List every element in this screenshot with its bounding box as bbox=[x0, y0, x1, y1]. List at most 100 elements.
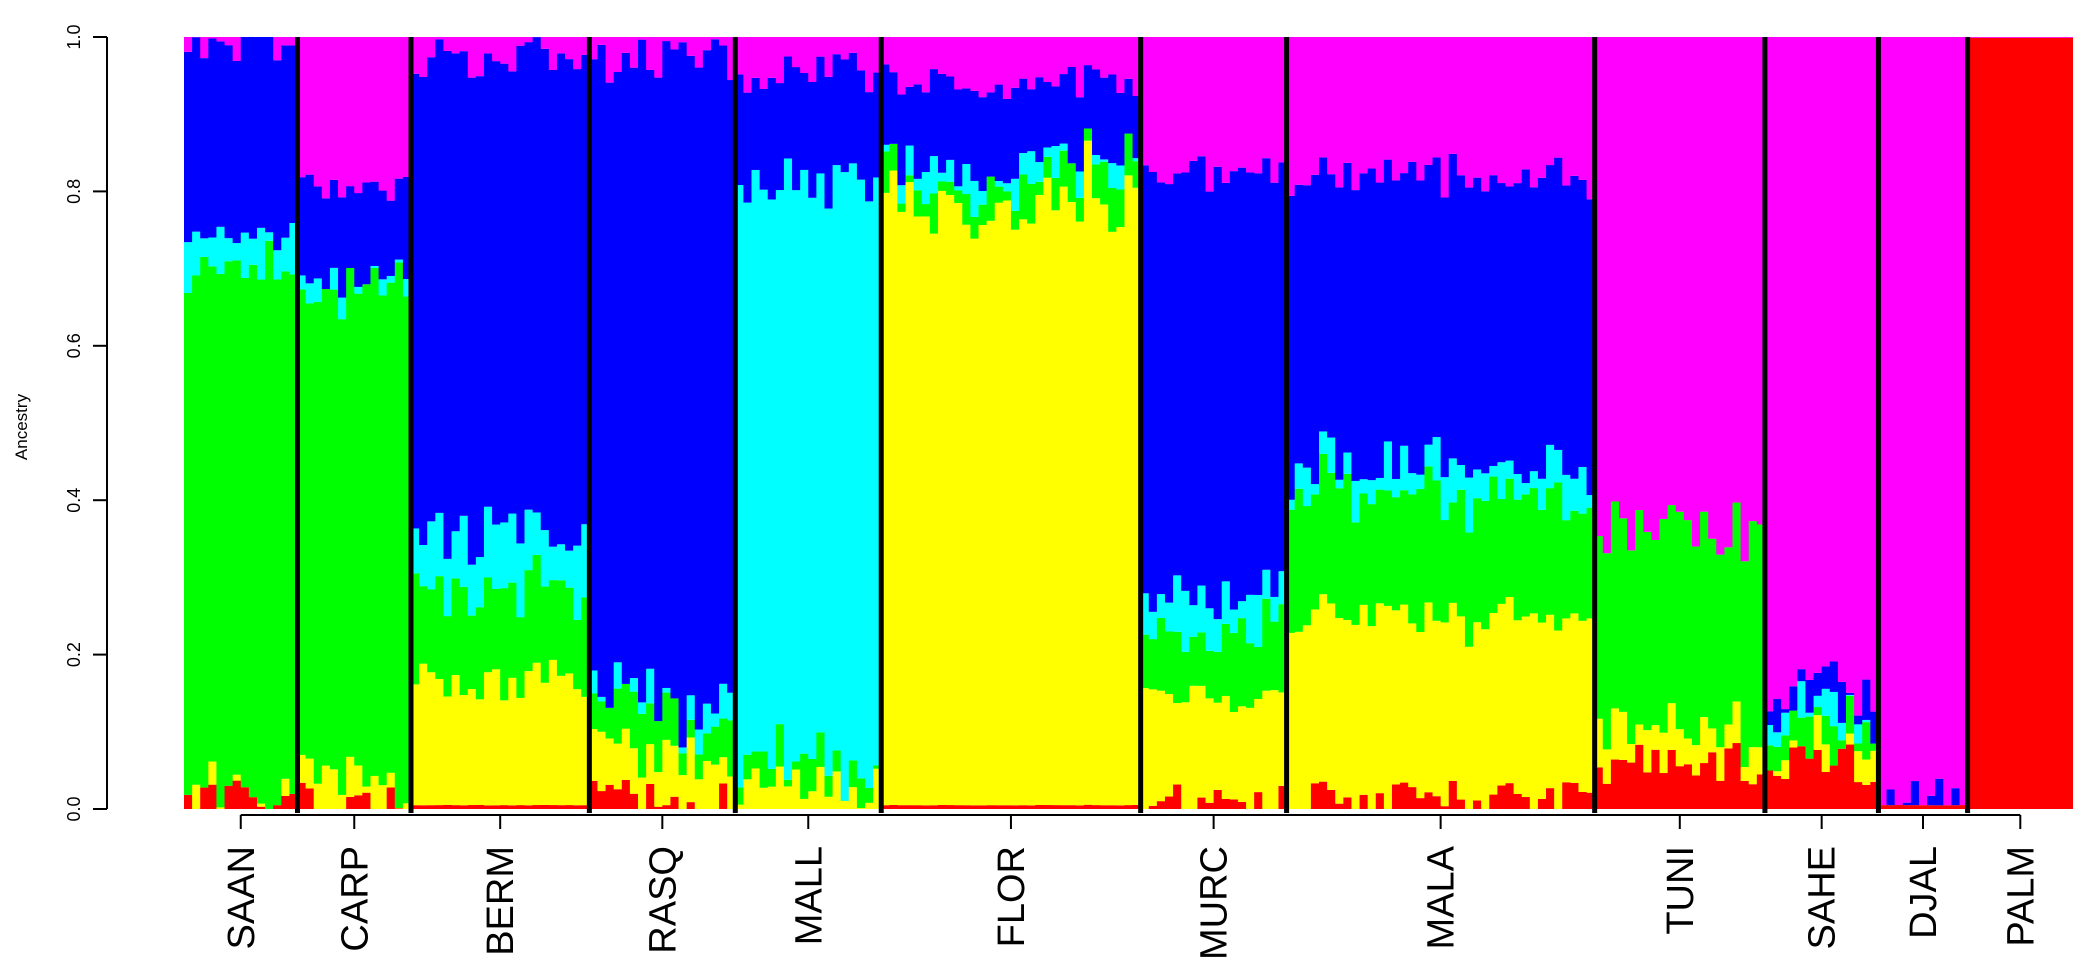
bar-segment-yellow bbox=[1319, 594, 1328, 782]
bar-segment-magenta bbox=[1181, 37, 1190, 173]
bar-segment-red bbox=[1173, 784, 1182, 809]
bar-segment-green bbox=[654, 721, 663, 773]
bar-segment-green bbox=[305, 303, 315, 759]
bar-segment-magenta bbox=[1546, 37, 1555, 166]
bar-segment-red bbox=[1108, 805, 1117, 809]
bar-segment-yellow bbox=[613, 743, 623, 790]
bar-segment-magenta bbox=[767, 37, 777, 78]
bar-segment-yellow bbox=[1310, 609, 1320, 784]
bar-segment-magenta bbox=[1319, 37, 1328, 158]
bar-segment-green bbox=[1481, 500, 1490, 630]
bar-segment-red bbox=[273, 805, 282, 809]
bar-segment-cyan bbox=[1173, 575, 1182, 632]
bar-segment-cyan bbox=[556, 544, 566, 581]
bar-segment-yellow bbox=[1197, 685, 1207, 798]
bar-segment-green bbox=[1197, 632, 1207, 686]
bar-segment-magenta bbox=[492, 37, 501, 62]
bar-segment-yellow bbox=[1627, 743, 1636, 763]
bar-segment-cyan bbox=[240, 232, 250, 278]
bar-segment-red bbox=[1456, 799, 1466, 809]
bar-segment-magenta bbox=[1067, 37, 1077, 68]
bar-segment-magenta bbox=[451, 37, 461, 54]
bar-segment-red bbox=[1951, 805, 1961, 809]
bar-segment-cyan bbox=[386, 275, 396, 283]
bar-segment-yellow bbox=[1181, 702, 1190, 809]
bar-segment-magenta bbox=[1148, 37, 1158, 173]
bar-segment-cyan bbox=[1821, 688, 1831, 716]
bar-segment-red bbox=[248, 797, 258, 809]
bar-segment-yellow bbox=[840, 800, 850, 809]
bar-segment-magenta bbox=[581, 37, 590, 55]
bar-segment-yellow bbox=[313, 783, 323, 809]
bar-segment-green bbox=[856, 778, 866, 809]
bar-segment-red bbox=[970, 805, 980, 809]
bar-segment-green bbox=[1294, 488, 1304, 632]
bar-segment-magenta bbox=[1051, 37, 1061, 87]
bar-segment-blue bbox=[378, 190, 388, 280]
bar-segment-cyan bbox=[897, 185, 907, 204]
bar-segment-cyan bbox=[1854, 724, 1863, 744]
bar-segment-yellow bbox=[1132, 187, 1142, 805]
bar-segment-green bbox=[459, 586, 469, 696]
bar-segment-red bbox=[597, 791, 607, 809]
bar-segment-yellow bbox=[1554, 630, 1563, 809]
bar-segment-red bbox=[1505, 783, 1515, 809]
bar-segment-magenta bbox=[1975, 37, 1985, 38]
bar-segment-magenta bbox=[856, 37, 866, 71]
bar-segment-blue bbox=[1789, 686, 1798, 711]
bar-segment-green bbox=[1846, 695, 1855, 734]
x-tick-label: SAAN bbox=[221, 846, 263, 949]
bar-segment-magenta bbox=[1497, 37, 1507, 184]
bar-segment-red bbox=[1959, 805, 1969, 809]
bar-segment-yellow bbox=[913, 216, 923, 806]
bar-segment-magenta bbox=[1521, 37, 1531, 170]
bar-segment-green bbox=[1789, 710, 1798, 741]
bar-segment-magenta bbox=[1432, 37, 1442, 158]
bar-segment-magenta bbox=[1408, 37, 1417, 162]
bar-segment-green bbox=[232, 260, 242, 775]
bar-segment-cyan bbox=[1578, 466, 1588, 514]
bar-segment-green bbox=[200, 256, 209, 788]
bar-segment-green bbox=[1683, 520, 1693, 739]
bar-segment-cyan bbox=[184, 242, 193, 294]
bar-segment-green bbox=[1075, 197, 1085, 222]
bar-segment-red bbox=[1237, 801, 1247, 809]
bar-segment-blue bbox=[1570, 175, 1580, 479]
bar-segment-magenta bbox=[1100, 37, 1109, 78]
bar-segment-green bbox=[362, 284, 372, 787]
y-tick-label: 0.6 bbox=[64, 333, 84, 358]
bar-segment-green bbox=[1521, 494, 1531, 617]
bar-segment-red bbox=[2032, 37, 2042, 809]
bar-segment-yellow bbox=[281, 778, 290, 796]
bar-segment-yellow bbox=[1497, 603, 1507, 786]
bar-segment-magenta bbox=[313, 37, 323, 187]
bar-segment-magenta bbox=[1878, 37, 1888, 806]
bar-segment-cyan bbox=[1132, 158, 1142, 162]
bar-segment-magenta bbox=[1424, 37, 1434, 165]
bar-segment-yellow bbox=[1270, 690, 1280, 809]
bar-segment-blue bbox=[459, 51, 469, 516]
bar-segment-yellow bbox=[467, 689, 477, 806]
bar-segment-green bbox=[370, 268, 380, 776]
bar-segment-cyan bbox=[1319, 431, 1328, 454]
bar-segment-blue bbox=[1205, 191, 1215, 609]
bar-segment-magenta bbox=[1359, 37, 1369, 174]
bar-segment-red bbox=[565, 805, 574, 809]
bar-segment-yellow bbox=[459, 695, 469, 806]
bar-segment-magenta bbox=[1675, 37, 1685, 512]
bar-segment-red bbox=[1862, 784, 1871, 809]
bar-segment-yellow bbox=[1189, 685, 1199, 809]
bar-segment-cyan bbox=[1246, 594, 1255, 644]
bar-segment-magenta bbox=[710, 37, 720, 40]
bar-segment-cyan bbox=[508, 513, 517, 583]
bar-segment-blue bbox=[873, 72, 882, 178]
bar-segment-green bbox=[897, 203, 907, 212]
bar-segment-red bbox=[1805, 758, 1815, 809]
bar-segment-cyan bbox=[1375, 477, 1385, 490]
bar-segment-green bbox=[1286, 509, 1296, 633]
bar-segment-yellow bbox=[1594, 718, 1604, 768]
bar-segment-magenta bbox=[1837, 37, 1847, 682]
bar-segment-yellow bbox=[1416, 632, 1426, 799]
bar-segment-blue bbox=[1837, 681, 1847, 723]
bar-segment-green bbox=[1059, 150, 1069, 187]
